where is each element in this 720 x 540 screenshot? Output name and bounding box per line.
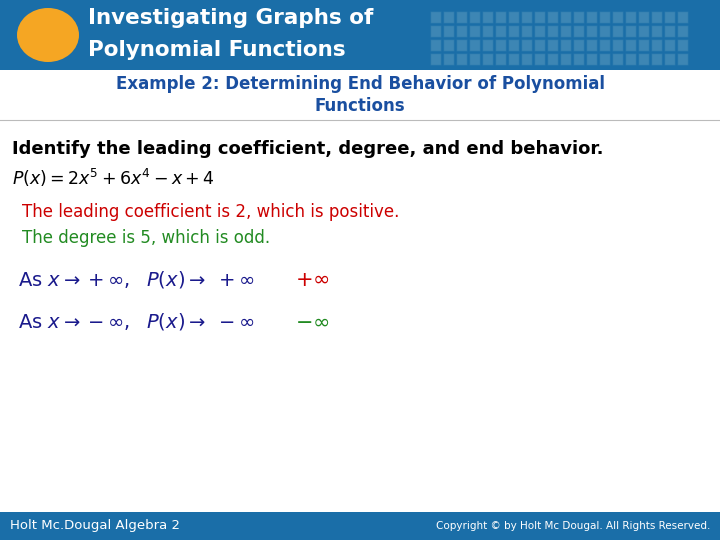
FancyBboxPatch shape: [547, 53, 558, 65]
FancyBboxPatch shape: [560, 25, 571, 37]
FancyBboxPatch shape: [469, 25, 480, 37]
FancyBboxPatch shape: [599, 53, 610, 65]
FancyBboxPatch shape: [612, 11, 623, 23]
FancyBboxPatch shape: [495, 39, 506, 51]
FancyBboxPatch shape: [664, 25, 675, 37]
FancyBboxPatch shape: [638, 25, 649, 37]
FancyBboxPatch shape: [495, 11, 506, 23]
Text: $P(x) = 2x^5 + 6x^4 - x + 4$: $P(x) = 2x^5 + 6x^4 - x + 4$: [12, 167, 215, 189]
FancyBboxPatch shape: [508, 39, 519, 51]
FancyBboxPatch shape: [599, 11, 610, 23]
FancyBboxPatch shape: [521, 11, 532, 23]
Text: Functions: Functions: [315, 97, 405, 115]
FancyBboxPatch shape: [508, 11, 519, 23]
Text: $\mathrm{As}\ x \rightarrow -\infty,\ \ P(x) \rightarrow \ -\infty$: $\mathrm{As}\ x \rightarrow -\infty,\ \ …: [18, 312, 255, 333]
FancyBboxPatch shape: [573, 53, 584, 65]
FancyBboxPatch shape: [521, 25, 532, 37]
FancyBboxPatch shape: [625, 25, 636, 37]
FancyBboxPatch shape: [482, 11, 493, 23]
FancyBboxPatch shape: [0, 0, 720, 70]
FancyBboxPatch shape: [508, 25, 519, 37]
FancyBboxPatch shape: [430, 11, 441, 23]
FancyBboxPatch shape: [625, 11, 636, 23]
FancyBboxPatch shape: [677, 53, 688, 65]
FancyBboxPatch shape: [443, 53, 454, 65]
FancyBboxPatch shape: [443, 11, 454, 23]
Text: $-\infty$: $-\infty$: [295, 312, 330, 332]
FancyBboxPatch shape: [560, 53, 571, 65]
FancyBboxPatch shape: [651, 53, 662, 65]
FancyBboxPatch shape: [521, 53, 532, 65]
FancyBboxPatch shape: [547, 11, 558, 23]
FancyBboxPatch shape: [534, 53, 545, 65]
FancyBboxPatch shape: [664, 53, 675, 65]
FancyBboxPatch shape: [677, 39, 688, 51]
FancyBboxPatch shape: [651, 11, 662, 23]
FancyBboxPatch shape: [599, 25, 610, 37]
FancyBboxPatch shape: [612, 39, 623, 51]
Text: $+\infty$: $+\infty$: [295, 270, 330, 290]
FancyBboxPatch shape: [469, 53, 480, 65]
FancyBboxPatch shape: [586, 25, 597, 37]
FancyBboxPatch shape: [469, 39, 480, 51]
Text: Identify the leading coefficient, degree, and end behavior.: Identify the leading coefficient, degree…: [12, 140, 603, 158]
Text: Copyright © by Holt Mc Dougal. All Rights Reserved.: Copyright © by Holt Mc Dougal. All Right…: [436, 521, 710, 531]
FancyBboxPatch shape: [456, 11, 467, 23]
FancyBboxPatch shape: [677, 25, 688, 37]
FancyBboxPatch shape: [638, 39, 649, 51]
Text: Holt Mc.Dougal Algebra 2: Holt Mc.Dougal Algebra 2: [10, 519, 180, 532]
FancyBboxPatch shape: [625, 39, 636, 51]
FancyBboxPatch shape: [534, 11, 545, 23]
FancyBboxPatch shape: [573, 25, 584, 37]
FancyBboxPatch shape: [612, 25, 623, 37]
FancyBboxPatch shape: [508, 53, 519, 65]
FancyBboxPatch shape: [586, 11, 597, 23]
FancyBboxPatch shape: [443, 39, 454, 51]
Text: Example 2: Determining End Behavior of Polynomial: Example 2: Determining End Behavior of P…: [115, 75, 605, 93]
FancyBboxPatch shape: [547, 25, 558, 37]
FancyBboxPatch shape: [430, 39, 441, 51]
FancyBboxPatch shape: [586, 53, 597, 65]
FancyBboxPatch shape: [612, 53, 623, 65]
Text: Polynomial Functions: Polynomial Functions: [88, 40, 346, 60]
FancyBboxPatch shape: [456, 53, 467, 65]
FancyBboxPatch shape: [664, 11, 675, 23]
FancyBboxPatch shape: [469, 11, 480, 23]
FancyBboxPatch shape: [638, 11, 649, 23]
FancyBboxPatch shape: [534, 39, 545, 51]
FancyBboxPatch shape: [560, 39, 571, 51]
FancyBboxPatch shape: [521, 39, 532, 51]
FancyBboxPatch shape: [456, 39, 467, 51]
Text: Investigating Graphs of: Investigating Graphs of: [88, 8, 374, 28]
FancyBboxPatch shape: [482, 25, 493, 37]
FancyBboxPatch shape: [495, 25, 506, 37]
FancyBboxPatch shape: [560, 11, 571, 23]
FancyBboxPatch shape: [547, 39, 558, 51]
FancyBboxPatch shape: [664, 39, 675, 51]
FancyBboxPatch shape: [482, 53, 493, 65]
FancyBboxPatch shape: [495, 53, 506, 65]
FancyBboxPatch shape: [625, 53, 636, 65]
FancyBboxPatch shape: [456, 25, 467, 37]
FancyBboxPatch shape: [638, 53, 649, 65]
FancyBboxPatch shape: [534, 25, 545, 37]
FancyBboxPatch shape: [573, 39, 584, 51]
FancyBboxPatch shape: [599, 39, 610, 51]
FancyBboxPatch shape: [0, 512, 720, 540]
Text: The leading coefficient is 2, which is positive.: The leading coefficient is 2, which is p…: [22, 203, 400, 221]
FancyBboxPatch shape: [443, 25, 454, 37]
Text: $\mathrm{As}\ x \rightarrow +\infty,\ \ P(x) \rightarrow \ +\infty$: $\mathrm{As}\ x \rightarrow +\infty,\ \ …: [18, 269, 255, 291]
FancyBboxPatch shape: [586, 39, 597, 51]
Ellipse shape: [17, 8, 79, 62]
Text: The degree is 5, which is odd.: The degree is 5, which is odd.: [22, 229, 270, 247]
FancyBboxPatch shape: [677, 11, 688, 23]
FancyBboxPatch shape: [430, 25, 441, 37]
FancyBboxPatch shape: [651, 39, 662, 51]
FancyBboxPatch shape: [651, 25, 662, 37]
FancyBboxPatch shape: [573, 11, 584, 23]
FancyBboxPatch shape: [430, 53, 441, 65]
FancyBboxPatch shape: [482, 39, 493, 51]
